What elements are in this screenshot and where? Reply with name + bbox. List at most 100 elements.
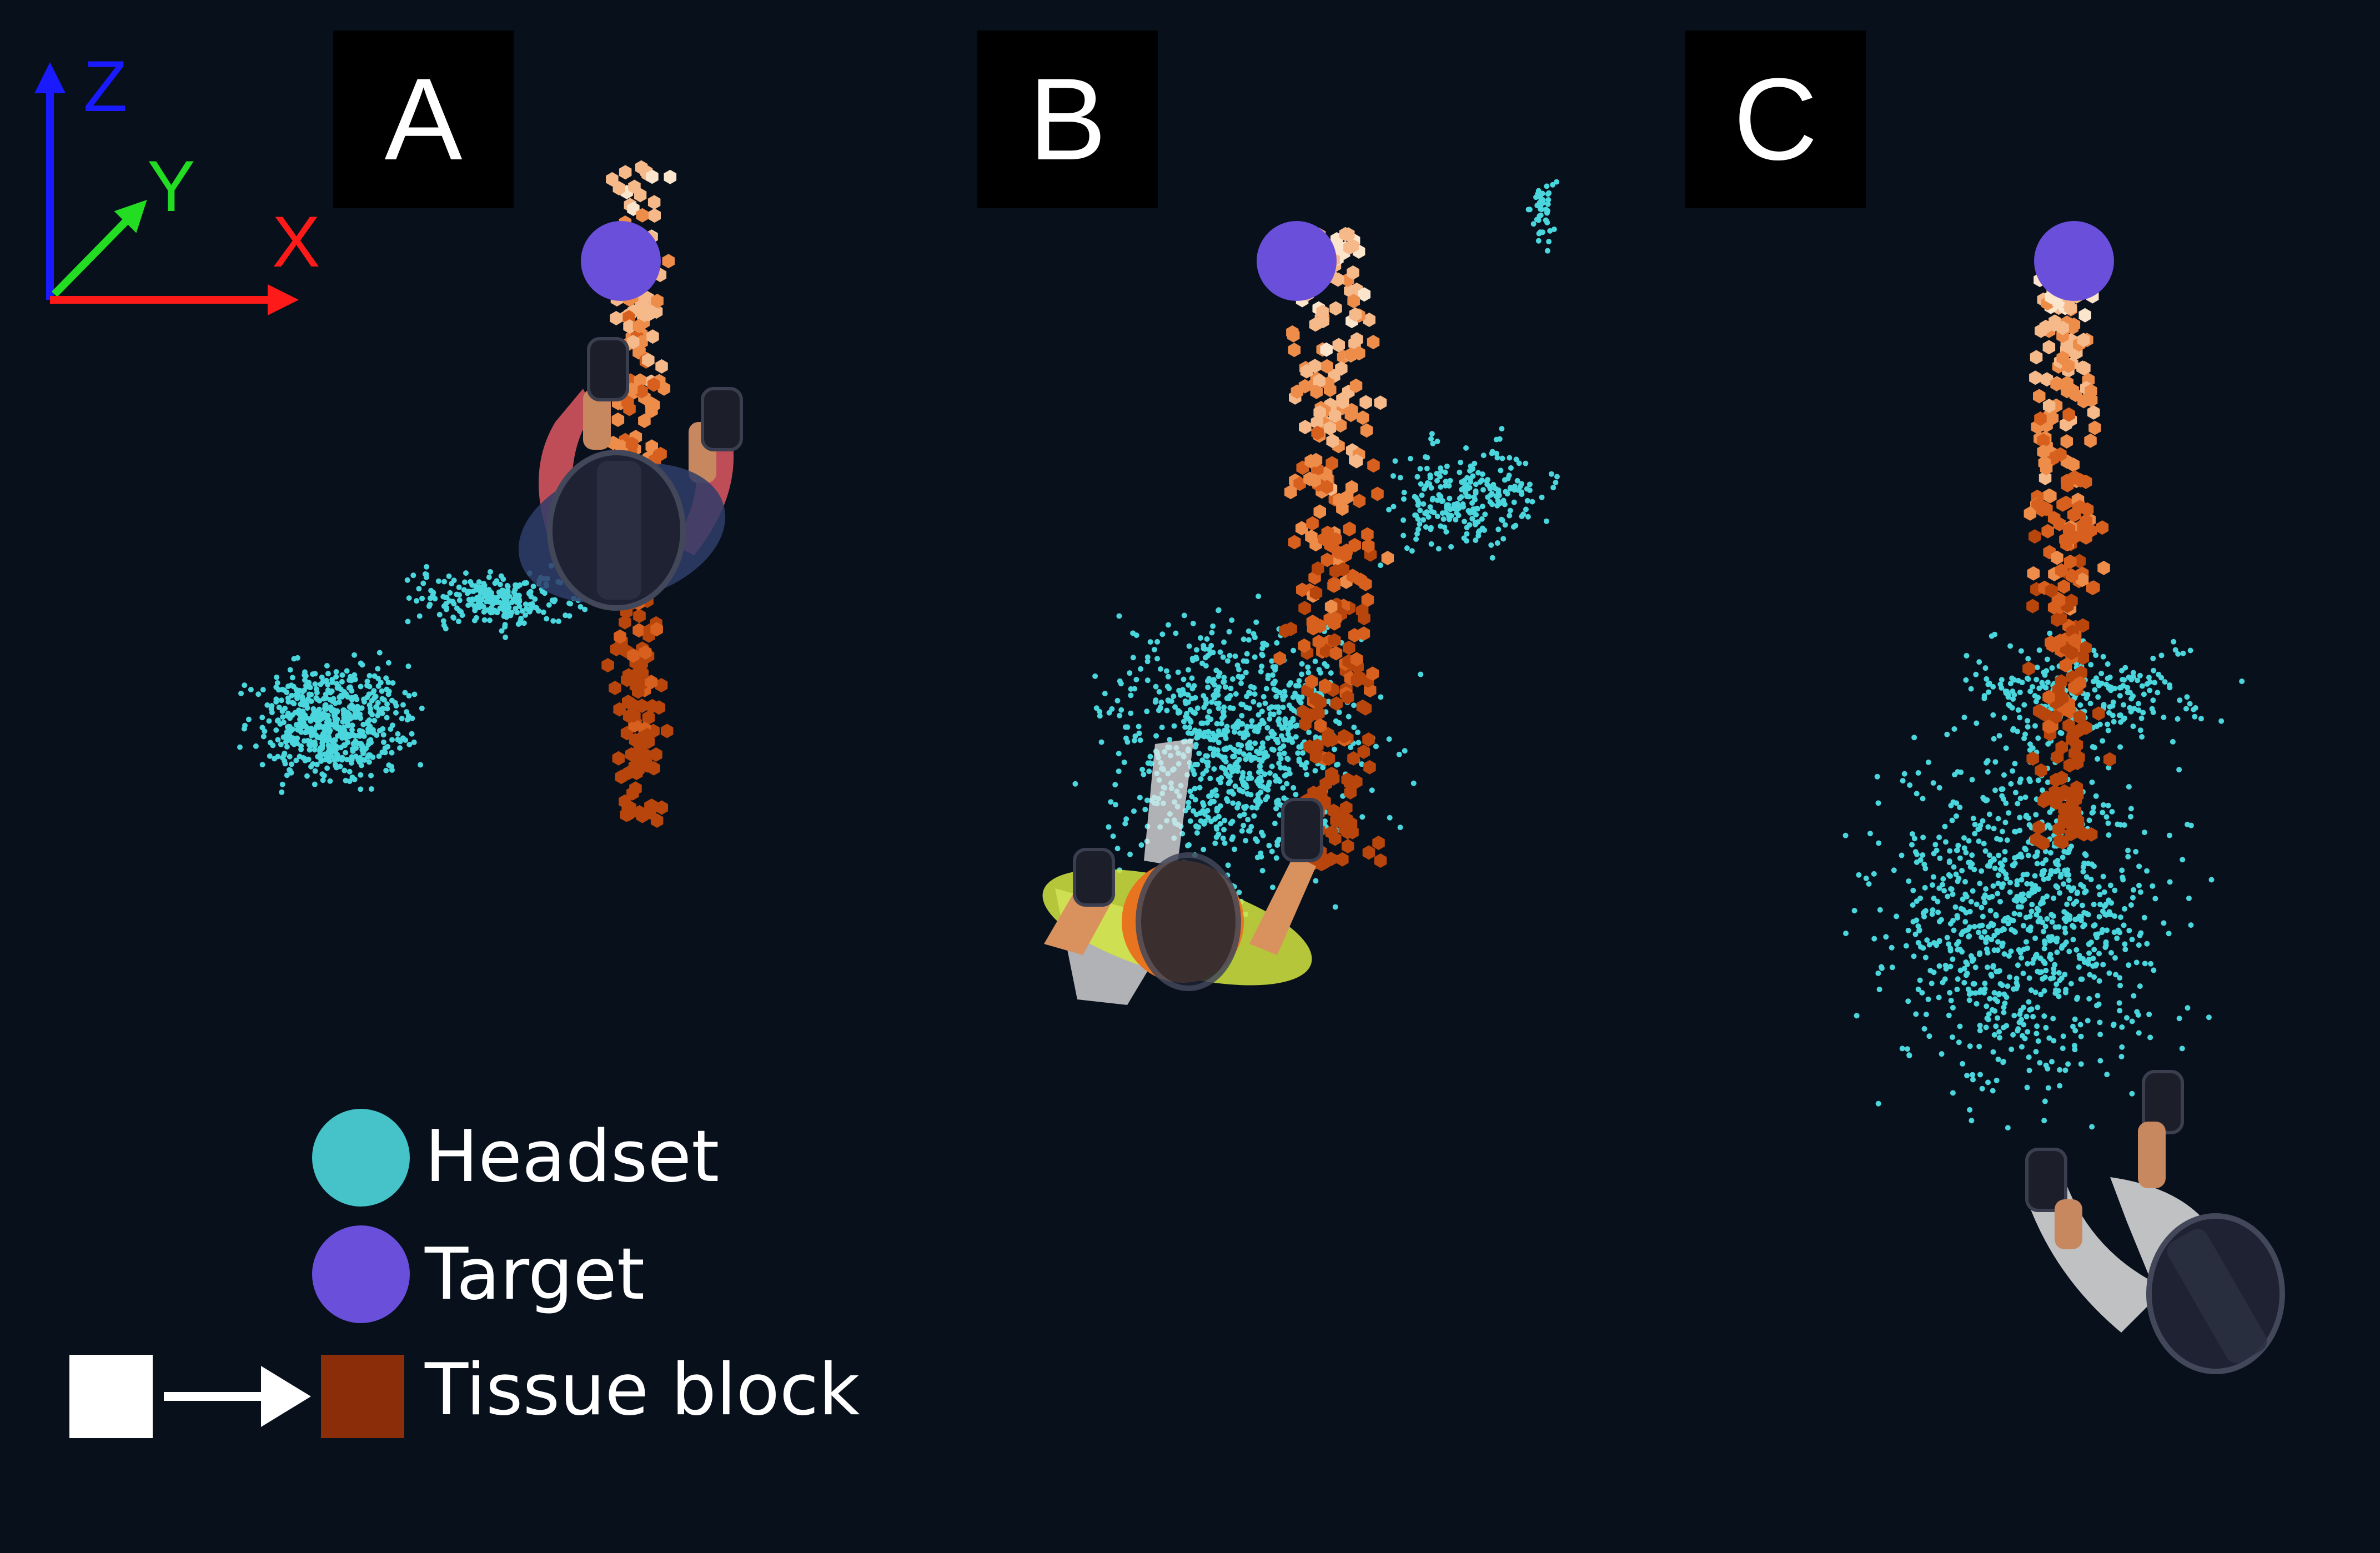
headset-point xyxy=(381,739,387,745)
tissue-hexagon xyxy=(645,675,658,690)
headset-point xyxy=(2121,715,2127,721)
headset-point xyxy=(385,680,391,686)
headset-point xyxy=(1927,968,1934,974)
headset-point xyxy=(1233,691,1239,697)
headset-point xyxy=(1502,522,1508,528)
headset-point xyxy=(2078,1061,2084,1067)
headset-point xyxy=(348,760,354,766)
headset-point xyxy=(1949,817,1955,823)
tissue-hexagon xyxy=(655,678,668,693)
headset-point xyxy=(1434,438,1440,444)
headset-point xyxy=(327,745,333,751)
headset-point xyxy=(1264,725,1271,731)
headset-point xyxy=(2130,723,2136,730)
headset-point xyxy=(1974,720,1980,726)
headset-point xyxy=(358,715,364,721)
headset-point xyxy=(1550,485,1556,491)
headset-point xyxy=(2043,857,2049,863)
headset-point xyxy=(1454,510,1460,516)
headset-point xyxy=(1331,746,1337,752)
headset-point xyxy=(1222,840,1228,846)
headset-point xyxy=(1275,740,1281,746)
headset-point xyxy=(1941,888,1947,894)
headset-point xyxy=(2002,820,2009,826)
headset-point xyxy=(1955,842,1961,848)
tissue-hexagon xyxy=(2052,822,2065,837)
headset-point xyxy=(318,681,324,687)
headset-point xyxy=(441,579,448,585)
headset-point xyxy=(2130,894,2136,901)
headset-point xyxy=(2010,1032,2016,1038)
headset-point xyxy=(2036,886,2042,892)
headset-point xyxy=(466,589,473,595)
headset-point xyxy=(1994,1077,2000,1083)
headset-point xyxy=(1121,759,1127,765)
headset-point xyxy=(2041,669,2047,675)
tissue-hexagon xyxy=(1314,619,1327,634)
tissue-hexagon xyxy=(1362,539,1375,554)
headset-point xyxy=(2023,847,2029,853)
headset-point xyxy=(2078,882,2084,888)
headset-point xyxy=(2137,672,2143,679)
headset-point xyxy=(1489,555,1495,561)
tissue-hexagon xyxy=(2066,729,2080,744)
headset-point xyxy=(1213,667,1219,674)
headset-point xyxy=(1114,846,1121,852)
headset-point xyxy=(1236,718,1242,725)
headset-point xyxy=(2015,962,2021,968)
headset-point xyxy=(459,612,465,619)
headset-point xyxy=(1947,848,1953,854)
headset-point xyxy=(1246,705,1252,711)
headset-point xyxy=(2058,872,2064,878)
headset-point xyxy=(2004,994,2010,1001)
tissue-hexagon xyxy=(1332,545,1344,560)
headset-point xyxy=(1463,490,1469,496)
tissue-hexagon xyxy=(1327,803,1340,818)
tissue-hexagon xyxy=(1299,717,1312,732)
headset-point xyxy=(456,592,463,598)
headset-point xyxy=(523,580,529,586)
headset-point xyxy=(2045,1085,2051,1091)
headset-point xyxy=(1876,986,1882,992)
headset-point xyxy=(1851,908,1857,914)
headset-point xyxy=(419,705,425,711)
headset-point xyxy=(2102,903,2108,909)
headset-point xyxy=(1293,723,1299,729)
headset-point xyxy=(1986,1011,1992,1017)
headset-point xyxy=(1214,808,1220,814)
headset-point xyxy=(378,680,384,686)
headset-point xyxy=(481,609,487,615)
headset-point xyxy=(1276,718,1282,724)
headset-point xyxy=(2122,941,2128,947)
headset-point xyxy=(2104,927,2110,933)
headset-point xyxy=(1545,197,1551,203)
headset-point xyxy=(1866,881,1872,887)
tissue-hexagon xyxy=(2088,420,2101,435)
headset-point xyxy=(334,752,340,758)
headset-point xyxy=(1261,693,1267,700)
headset-point xyxy=(481,586,488,592)
axis-x-label: X xyxy=(272,201,320,282)
headset-point xyxy=(1312,768,1318,774)
headset-point xyxy=(1167,737,1173,743)
headset-point xyxy=(1247,771,1253,777)
tissue-hexagon xyxy=(638,414,651,428)
headset-point xyxy=(1475,470,1482,476)
headset-point xyxy=(1981,929,1987,935)
headset-point xyxy=(2080,923,2086,929)
headset-point xyxy=(2048,912,2055,918)
headset-point xyxy=(397,745,403,751)
headset-point xyxy=(1240,770,1246,776)
headset-point xyxy=(352,676,358,682)
headset-point xyxy=(2027,688,2033,695)
tissue-hexagon xyxy=(619,165,632,180)
headset-point xyxy=(2161,714,2167,720)
tissue-hexagon xyxy=(2055,740,2068,755)
headset-point xyxy=(1903,943,1909,949)
headset-point xyxy=(2126,674,2132,680)
headset-point xyxy=(430,590,436,596)
tissue-hexagon xyxy=(621,395,634,410)
tissue-hexagon xyxy=(1360,423,1373,438)
headset-point xyxy=(368,728,374,734)
tissue-hexagon xyxy=(606,172,619,187)
